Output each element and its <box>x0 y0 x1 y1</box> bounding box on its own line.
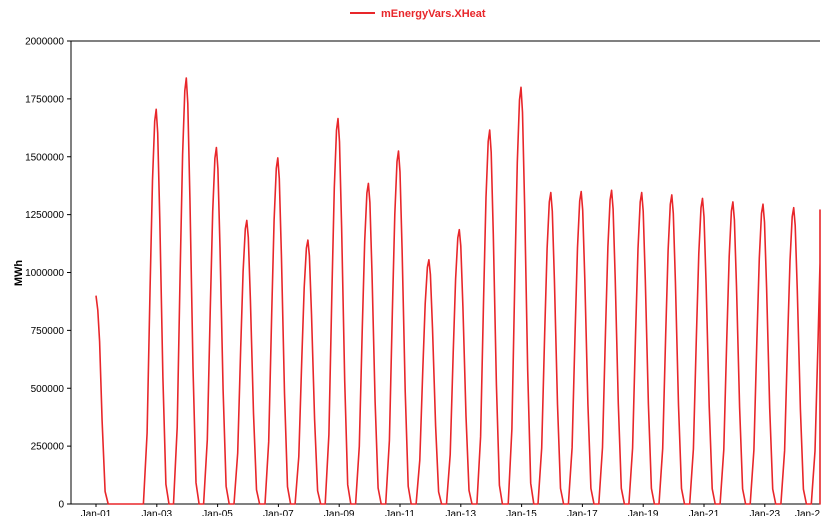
y-axis-label: MWh <box>13 260 25 287</box>
x-tick-label: Jan-15 <box>506 509 537 516</box>
x-tick-label: Jan-07 <box>263 509 294 516</box>
x-tick-label: Jan-17 <box>567 509 598 516</box>
y-tick-label: 0 <box>58 500 64 511</box>
legend: mEnergyVars.XHeat <box>350 8 486 20</box>
x-tick-label: Jan-2 <box>795 509 820 516</box>
y-tick-label: 2000000 <box>25 37 64 48</box>
x-tick-label: Jan-23 <box>750 509 781 516</box>
y-tick-label: 1000000 <box>25 268 64 279</box>
x-tick-label: Jan-19 <box>628 509 659 516</box>
y-tick-label: 1750000 <box>25 94 64 105</box>
x-tick-label: Jan-09 <box>324 509 355 516</box>
x-ticks: Jan-01 Jan-03 Jan-05 Jan-07 Jan-09 Jan-11 Jan-… <box>81 504 820 516</box>
y-tick-label: 250000 <box>31 442 65 453</box>
x-tick-label: Jan-13 <box>446 509 477 516</box>
y-tick-label: 1500000 <box>25 152 64 163</box>
y-tick-label: 750000 <box>31 326 65 337</box>
x-tick-label: Jan-05 <box>202 509 233 516</box>
x-tick-label: Jan-03 <box>142 509 173 516</box>
y-ticks: 0 250000 500000 750000 1000000 1250000 1500000… <box>25 37 71 511</box>
x-tick-label: Jan-01 <box>81 509 112 516</box>
x-tick-label: Jan-11 <box>385 509 415 516</box>
y-tick-label: 1250000 <box>25 210 64 221</box>
y-tick-label: 500000 <box>31 384 65 395</box>
legend-label: mEnergyVars.XHeat <box>381 8 486 20</box>
x-tick-label: Jan-21 <box>689 509 720 516</box>
series-line-mEnergyVars-XHeat <box>95 77 821 505</box>
